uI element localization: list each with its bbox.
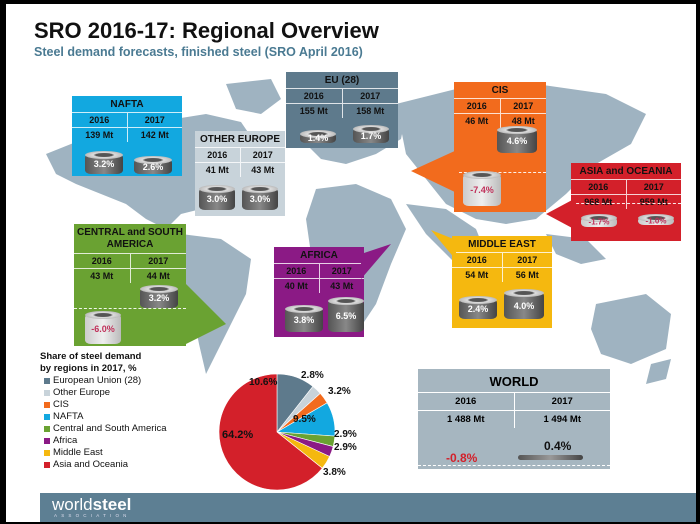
world-cylinder-2017: [518, 455, 583, 460]
year-2017: 2017: [513, 101, 534, 111]
value-2016: 41 Mt: [195, 163, 241, 177]
legend-item: Middle East: [40, 447, 167, 459]
region-name: CENTRAL and SOUTH AMERICA: [74, 224, 186, 254]
value-2017: 56 Mt: [515, 270, 539, 280]
pie-label-cis: 3.2%: [328, 386, 351, 397]
year-2017: 2017: [360, 91, 381, 101]
value-2016: 155 Mt: [286, 104, 343, 118]
growth-cylinder-2017: 1.7%: [353, 125, 389, 143]
middle-east-pointer: [431, 230, 456, 260]
legend-item: Central and South America: [40, 423, 167, 435]
growth-cylinder-2016: 3.8%: [285, 305, 323, 332]
year-2017: 2017: [643, 182, 664, 192]
growth-cylinder-2017: 3.0%: [242, 185, 278, 210]
growth-cylinder-2016: 2.4%: [459, 296, 497, 319]
value-2016: 1 488 Mt: [418, 411, 515, 428]
value-2017: 142 Mt: [140, 130, 169, 140]
value-2016: 54 Mt: [452, 268, 503, 282]
legend-title-1: Share of steel demand: [40, 351, 142, 362]
world-box: WORLD 2016 2017 1 488 Mt 1 494 Mt -0.8% 0.…: [418, 369, 610, 469]
value-2017: 43 Mt: [330, 281, 354, 291]
year-2017: 2017: [144, 115, 165, 125]
page-title: SRO 2016-17: Regional Overview: [34, 18, 379, 43]
region-name: AFRICA: [274, 247, 364, 264]
legend-item: Other Europe: [40, 387, 167, 399]
region-box-asia: ASIA and OCEANIA 2016 2017 968 Mt 959 Mt: [571, 163, 681, 241]
year-2016: 2016: [72, 113, 128, 127]
growth-cylinder-2017: 6.5%: [328, 297, 364, 332]
growth-cylinder-2016: 3.0%: [199, 185, 235, 210]
worldsteel-logo: worldsteel: [52, 495, 132, 514]
growth-cylinder-2016: -7.4%: [463, 171, 501, 206]
year-2017: 2017: [517, 255, 538, 265]
growth-cylinder-2017: -1.0%: [638, 214, 674, 226]
growth-cylinder-2017: 2.6%: [134, 156, 172, 174]
pie-label-csa: 2.9%: [334, 429, 357, 440]
region-name: ASIA and OCEANIA: [571, 163, 681, 180]
year-2016: 2016: [195, 148, 241, 162]
value-2017: 1 494 Mt: [543, 414, 582, 425]
legend-item: Asia and Oceania: [40, 459, 167, 471]
growth-cylinder-2016: 3.2%: [85, 151, 123, 174]
growth-cylinder-2017: 4.0%: [504, 289, 544, 319]
pie-chart: [218, 373, 336, 491]
page-subtitle: Steel demand forecasts, finished steel (…: [34, 45, 363, 59]
year-2016: 2016: [286, 89, 343, 103]
csa-pointer: [186, 284, 226, 344]
footer-bar: worldsteel ASSOCIATION: [40, 493, 696, 522]
pie-label-africa: 2.9%: [334, 442, 357, 453]
world-title: WORLD: [418, 369, 610, 393]
region-name: OTHER EUROPE: [195, 131, 285, 148]
legend-item: European Union (28): [40, 375, 167, 387]
cis-pointer: [411, 149, 459, 194]
legend-item: NAFTA: [40, 411, 167, 423]
world-growth-2016: -0.8%: [446, 451, 478, 465]
value-2017: 48 Mt: [511, 116, 535, 126]
region-name: NAFTA: [72, 96, 182, 113]
legend-item: CIS: [40, 399, 167, 411]
value-2016: 46 Mt: [454, 114, 501, 128]
growth-cylinder-2017: 3.2%: [140, 285, 178, 308]
region-name: CIS: [454, 82, 546, 99]
africa-pointer: [361, 244, 391, 279]
year-2016: 2016: [274, 264, 320, 278]
year-2017: 2017: [331, 266, 352, 276]
pie-label-eu: 10.6%: [249, 377, 278, 388]
legend-title-2: by regions in 2017, %: [40, 363, 137, 374]
growth-cylinder-2016: -1.7%: [581, 214, 617, 227]
pie-label-middle-east: 3.8%: [323, 467, 346, 478]
growth-cylinder-2016: -6.0%: [85, 311, 121, 344]
value-2017: 959 Mt: [639, 197, 668, 207]
value-2016: 139 Mt: [72, 128, 128, 142]
logo-subtitle: ASSOCIATION: [54, 513, 131, 518]
value-2017: 44 Mt: [146, 271, 170, 281]
year-2016: 2016: [571, 180, 627, 194]
region-box-nafta: NAFTA 2016 2017 139 Mt 142 Mt: [72, 96, 182, 150]
pie-label-asia: 64.2%: [222, 429, 254, 441]
value-2016: 43 Mt: [74, 269, 131, 283]
pie-legend: Share of steel demand by regions in 2017…: [40, 351, 167, 471]
year-2016: 2016: [454, 99, 501, 113]
world-growth-2017: 0.4%: [544, 439, 572, 453]
pie-slice: [218, 373, 323, 491]
region-name: EU (28): [286, 72, 398, 89]
pie-label-other-europe: 2.8%: [301, 370, 324, 381]
year-2017: 2017: [252, 150, 273, 160]
year-2016: 2016: [74, 254, 131, 268]
growth-cylinder-2016: 1.4%: [300, 130, 336, 143]
year-2016: 2016: [452, 253, 503, 267]
value-2016: 40 Mt: [274, 279, 320, 293]
region-name: MIDDLE EAST: [452, 236, 552, 253]
year-2016: 2016: [418, 393, 515, 410]
value-2017: 43 Mt: [251, 165, 275, 175]
value-2017: 158 Mt: [356, 106, 385, 116]
legend-item: Africa: [40, 435, 167, 447]
pie-label-nafta: 9.5%: [293, 414, 316, 425]
asia-pointer: [546, 199, 574, 229]
year-2017: 2017: [551, 396, 573, 407]
year-2017: 2017: [148, 256, 169, 266]
slide: SRO 2016-17: Regional Overview Steel dem…: [6, 4, 696, 522]
value-2016: 968 Mt: [571, 195, 627, 209]
growth-cylinder-2017: 4.6%: [497, 126, 537, 153]
